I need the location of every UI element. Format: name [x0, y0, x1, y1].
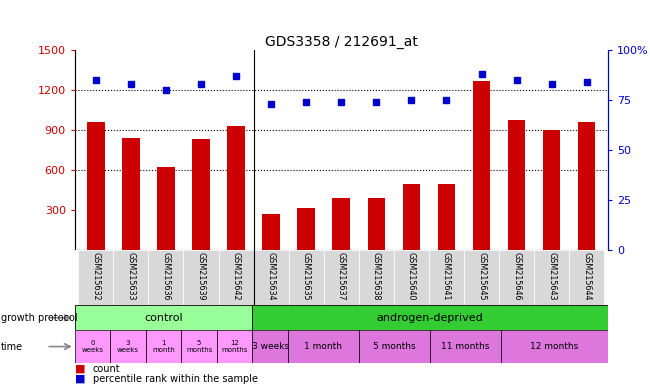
- Text: ■: ■: [75, 374, 85, 384]
- Bar: [430, 330, 501, 363]
- Text: GSM215642: GSM215642: [231, 252, 240, 301]
- Text: GSM215646: GSM215646: [512, 252, 521, 301]
- Text: androgen-deprived: androgen-deprived: [377, 313, 484, 323]
- Bar: [183, 250, 218, 305]
- Bar: [473, 81, 490, 250]
- Text: GSM215641: GSM215641: [442, 252, 451, 301]
- Bar: [298, 209, 315, 250]
- Text: GSM215640: GSM215640: [407, 252, 416, 301]
- Bar: [75, 305, 252, 330]
- Bar: [192, 139, 210, 250]
- Bar: [122, 138, 140, 250]
- Bar: [111, 330, 146, 363]
- Bar: [499, 250, 534, 305]
- Bar: [113, 250, 148, 305]
- Text: 12 months: 12 months: [530, 342, 578, 351]
- Bar: [578, 122, 595, 250]
- Text: 0
weeks: 0 weeks: [81, 340, 103, 353]
- Bar: [402, 184, 420, 250]
- Bar: [333, 198, 350, 250]
- Bar: [157, 167, 175, 250]
- Bar: [252, 305, 608, 330]
- Bar: [464, 250, 499, 305]
- Bar: [75, 330, 110, 363]
- Text: percentile rank within the sample: percentile rank within the sample: [93, 374, 258, 384]
- Bar: [254, 250, 289, 305]
- Bar: [78, 250, 113, 305]
- Bar: [87, 122, 105, 250]
- Bar: [429, 250, 464, 305]
- Text: 1 month: 1 month: [304, 342, 343, 351]
- Bar: [501, 330, 608, 363]
- Bar: [508, 121, 525, 250]
- Bar: [263, 214, 280, 250]
- Text: control: control: [144, 313, 183, 323]
- Bar: [569, 250, 604, 305]
- Text: time: time: [1, 341, 23, 352]
- Text: GSM215643: GSM215643: [547, 252, 556, 301]
- Text: 1
month: 1 month: [152, 340, 175, 353]
- Bar: [543, 130, 560, 250]
- Bar: [148, 250, 183, 305]
- Text: 5 months: 5 months: [373, 342, 416, 351]
- Bar: [367, 198, 385, 250]
- Text: ■: ■: [75, 364, 85, 374]
- Bar: [289, 250, 324, 305]
- Bar: [288, 330, 359, 363]
- Text: GSM215636: GSM215636: [161, 252, 170, 301]
- Text: GSM215632: GSM215632: [91, 252, 100, 301]
- Text: GSM215633: GSM215633: [126, 252, 135, 301]
- Text: GSM215634: GSM215634: [266, 252, 276, 301]
- Text: GSM215644: GSM215644: [582, 252, 592, 301]
- Bar: [146, 330, 181, 363]
- Text: growth protocol: growth protocol: [1, 313, 77, 323]
- Text: count: count: [93, 364, 121, 374]
- Text: GSM215645: GSM215645: [477, 252, 486, 301]
- Bar: [359, 330, 430, 363]
- Bar: [394, 250, 429, 305]
- Text: 3 weeks: 3 weeks: [252, 342, 289, 351]
- Bar: [534, 250, 569, 305]
- Bar: [227, 126, 245, 250]
- Text: GSM215639: GSM215639: [196, 252, 205, 301]
- Bar: [217, 330, 252, 363]
- Text: 12
months: 12 months: [222, 340, 248, 353]
- Bar: [218, 250, 254, 305]
- Text: 5
months: 5 months: [186, 340, 213, 353]
- Text: GSM215638: GSM215638: [372, 252, 381, 301]
- Bar: [359, 250, 394, 305]
- Title: GDS3358 / 212691_at: GDS3358 / 212691_at: [265, 35, 418, 49]
- Bar: [252, 330, 288, 363]
- Text: 11 months: 11 months: [441, 342, 490, 351]
- Bar: [324, 250, 359, 305]
- Text: 3
weeks: 3 weeks: [117, 340, 139, 353]
- Text: GSM215635: GSM215635: [302, 252, 311, 301]
- Bar: [437, 184, 455, 250]
- Text: GSM215637: GSM215637: [337, 252, 346, 301]
- Bar: [181, 330, 217, 363]
